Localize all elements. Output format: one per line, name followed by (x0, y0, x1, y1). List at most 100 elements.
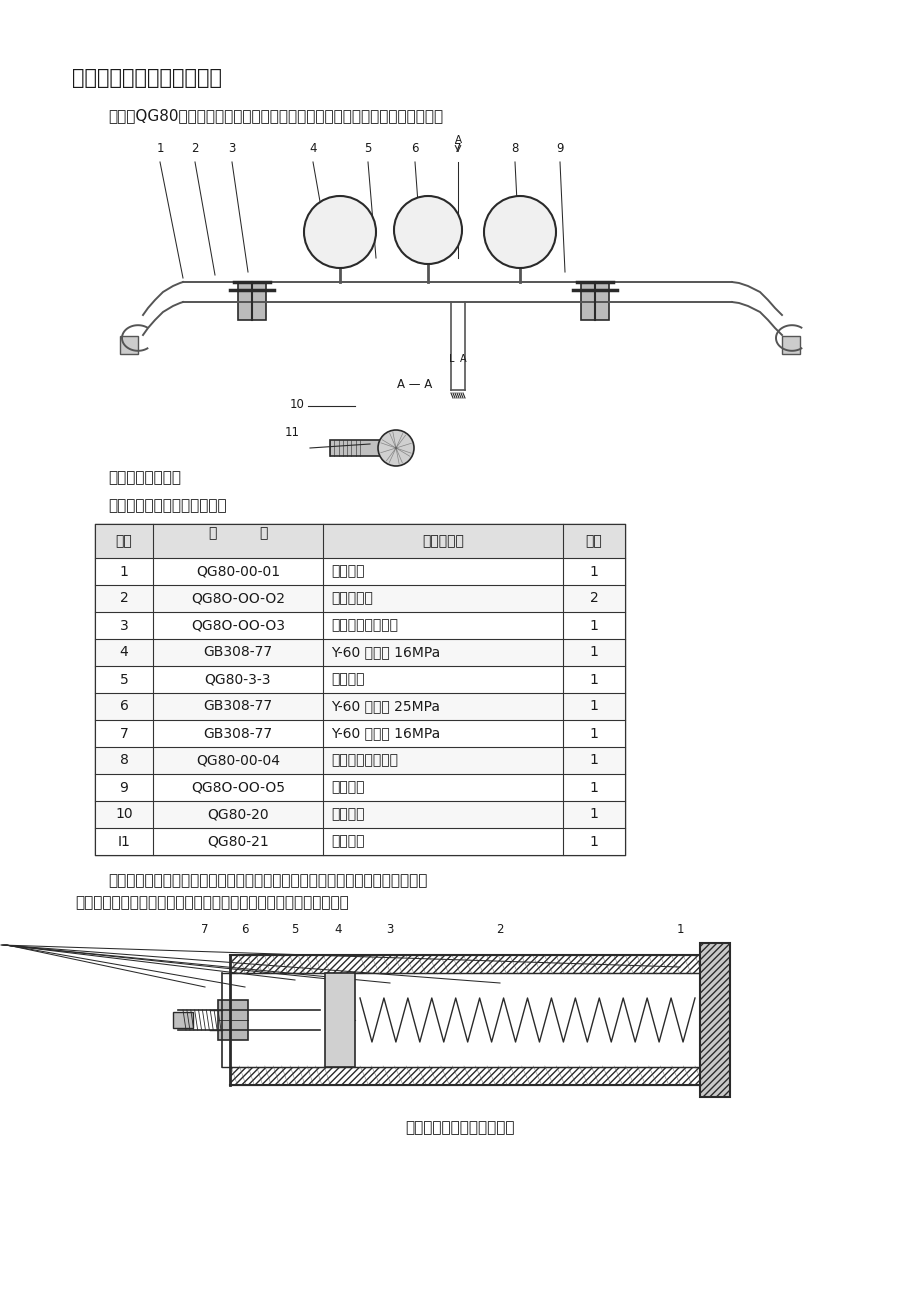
Text: （表一）管汇组件结构明细表: （表一）管汇组件结构明细表 (108, 498, 226, 513)
Bar (173, 1012, 193, 1028)
Bar (330, 440, 384, 455)
Text: QG80-21: QG80-21 (207, 834, 268, 848)
Text: （一）管汇结构图: （一）管汇结构图 (108, 470, 181, 485)
Text: 1: 1 (589, 645, 597, 660)
Text: 10: 10 (289, 398, 304, 411)
Text: QG8O-OO-O2: QG8O-OO-O2 (191, 592, 285, 605)
Text: （图二）气压筒组件结构图: （图二）气压筒组件结构图 (404, 1120, 515, 1134)
Text: QG8O-OO-O3: QG8O-OO-O3 (191, 618, 285, 632)
Text: 8: 8 (511, 142, 518, 155)
Text: 三通管接: 三通管接 (331, 673, 364, 687)
Text: 一定的压力，以便使粘附盘与滤饼相粘合，测其摩擦系数。（图三）: 一定的压力，以便使粘附盘与滤饼相粘合，测其摩擦系数。（图三） (75, 895, 348, 909)
Bar (95, 666, 624, 693)
Text: 高压胶管: 高压胶管 (331, 781, 364, 795)
Text: 6: 6 (119, 700, 129, 713)
Bar (238, 282, 266, 320)
Text: 1: 1 (589, 673, 597, 687)
Bar (95, 524, 624, 855)
Text: 9: 9 (119, 781, 129, 795)
Text: 10: 10 (115, 808, 132, 821)
Text: 1: 1 (119, 565, 129, 579)
Text: 气瓶接管: 气瓶接管 (331, 834, 364, 848)
Text: 1: 1 (589, 700, 597, 713)
Bar (218, 1000, 248, 1039)
Bar (581, 282, 608, 320)
Bar (95, 774, 624, 801)
Text: 3: 3 (228, 142, 235, 155)
Text: 4: 4 (119, 645, 129, 660)
Text: L: L (448, 354, 454, 364)
Text: QG80-00-04: QG80-00-04 (196, 753, 279, 768)
Text: 减压阀组件（左）: 减压阀组件（左） (331, 618, 398, 632)
Bar (95, 801, 624, 827)
Text: A — A: A — A (397, 379, 432, 392)
Text: 4: 4 (309, 142, 316, 155)
Text: QG80-20: QG80-20 (207, 808, 268, 821)
Text: GB308-77: GB308-77 (203, 700, 272, 713)
Text: 1: 1 (675, 922, 683, 935)
Bar (95, 639, 624, 666)
Text: 2: 2 (495, 922, 504, 935)
Text: Y-60 压力表 16MPa: Y-60 压力表 16MPa (331, 645, 440, 660)
Text: A: A (460, 354, 466, 364)
Text: 11: 11 (285, 425, 300, 438)
Bar (699, 943, 729, 1097)
Bar (95, 558, 624, 585)
Text: 1: 1 (156, 142, 164, 155)
Text: 减压阀组件（右）: 减压阀组件（右） (331, 753, 398, 768)
Text: 5: 5 (119, 673, 129, 687)
Text: 高压胶管: 高压胶管 (331, 565, 364, 579)
Bar (781, 336, 800, 354)
Text: 1: 1 (589, 753, 597, 768)
Text: 5: 5 (291, 922, 299, 935)
Text: 9: 9 (556, 142, 563, 155)
Text: 序号: 序号 (116, 533, 132, 548)
Text: QG80-00-01: QG80-00-01 (196, 565, 279, 579)
Circle shape (303, 196, 376, 268)
Text: 气瓶接帽: 气瓶接帽 (331, 808, 364, 821)
Text: 2: 2 (191, 142, 199, 155)
Bar (324, 973, 355, 1067)
Text: QG8O-OO-O5: QG8O-OO-O5 (191, 781, 285, 795)
Bar (699, 943, 729, 1097)
Text: 2: 2 (119, 592, 129, 605)
Text: （二）气压筒组件：它是由压力活塞杆、弹簧等组成，它的作用是给粘附盘施加: （二）气压筒组件：它是由压力活塞杆、弹簧等组成，它的作用是给粘附盘施加 (108, 873, 427, 889)
Text: 四、仪器的结构及工作原理: 四、仪器的结构及工作原理 (72, 68, 221, 88)
Text: 7: 7 (119, 726, 129, 740)
Text: 7: 7 (201, 922, 209, 935)
Bar (95, 693, 624, 719)
Text: 7: 7 (454, 142, 461, 155)
Text: 1: 1 (589, 808, 597, 821)
Bar (95, 611, 624, 639)
Text: 3: 3 (119, 618, 129, 632)
Text: 6: 6 (241, 922, 248, 935)
Text: I1: I1 (118, 834, 130, 848)
Text: 3: 3 (386, 922, 393, 935)
Text: A: A (454, 135, 461, 144)
Text: 1: 1 (589, 834, 597, 848)
Circle shape (483, 196, 555, 268)
Text: QG80-3-3: QG80-3-3 (205, 673, 271, 687)
Text: 1: 1 (589, 618, 597, 632)
Text: 1: 1 (589, 781, 597, 795)
Text: 2: 2 (589, 592, 597, 605)
Text: GB308-77: GB308-77 (203, 645, 272, 660)
Text: 号: 号 (259, 526, 267, 540)
Text: 4: 4 (334, 922, 341, 935)
Circle shape (393, 196, 461, 264)
Text: 名称及规格: 名称及规格 (422, 533, 463, 548)
Text: 5: 5 (364, 142, 371, 155)
Bar (95, 747, 624, 774)
Text: （一）QG80管汇部件：总气源经管汇装置减压稳压供仪器所需气源。（图一）: （一）QG80管汇部件：总气源经管汇装置减压稳压供仪器所需气源。（图一） (108, 108, 443, 124)
Text: 安全阀组件: 安全阀组件 (331, 592, 372, 605)
Text: 数量: 数量 (585, 533, 602, 548)
Text: 6: 6 (411, 142, 418, 155)
Bar (95, 524, 624, 558)
Bar (95, 719, 624, 747)
Text: 编: 编 (208, 526, 217, 540)
Text: Y-60 压力表 25MPa: Y-60 压力表 25MPa (331, 700, 439, 713)
Bar (230, 955, 699, 973)
Bar (95, 585, 624, 611)
Bar (95, 827, 624, 855)
Bar (119, 336, 138, 354)
